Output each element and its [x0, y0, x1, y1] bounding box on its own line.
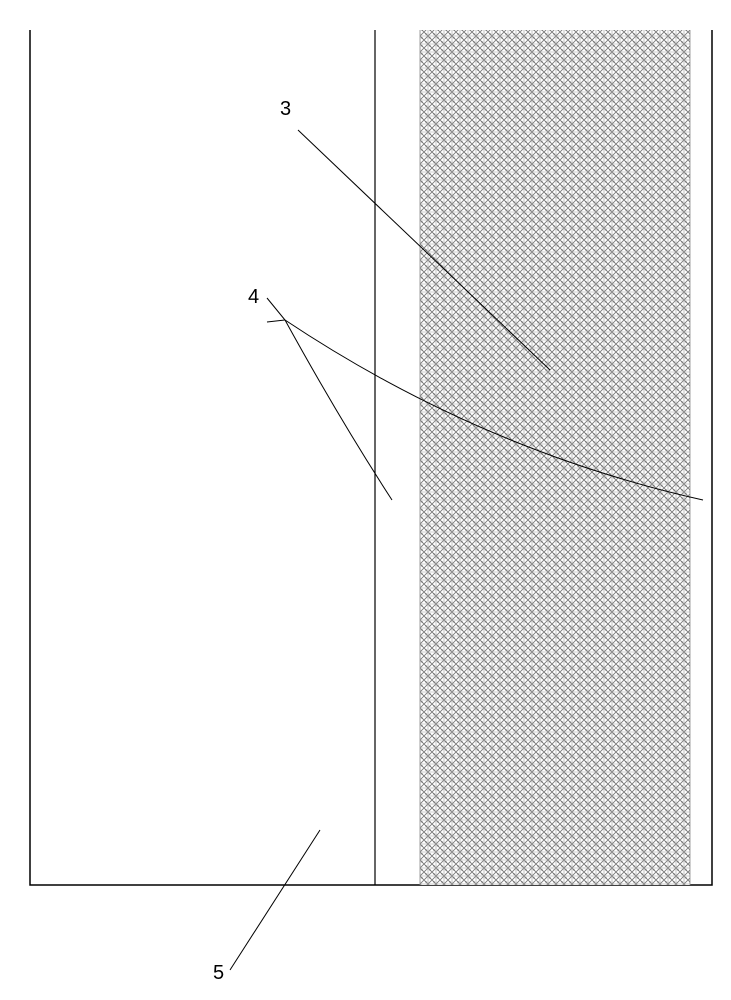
label-5: 5 — [213, 962, 224, 985]
textured-region — [420, 30, 690, 885]
diagram-root: 3 4 5 — [0, 0, 731, 1000]
leader-5 — [230, 830, 320, 970]
diagram-svg — [0, 0, 731, 1000]
label-4: 4 — [248, 286, 259, 309]
label-3: 3 — [280, 98, 291, 121]
